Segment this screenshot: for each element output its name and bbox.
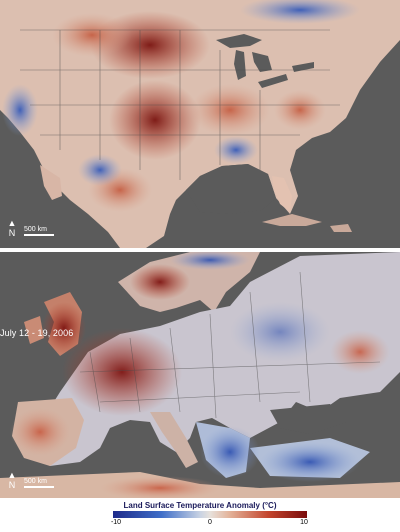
cold-anomaly-pacific-coast (2, 84, 38, 136)
north-america-map (0, 0, 400, 248)
map-panel-north-america: ▲ N 500 km (0, 0, 400, 248)
europe-map (0, 252, 400, 498)
cuba (262, 214, 322, 226)
baja-california (40, 165, 62, 200)
north-arrow: ▲ N (5, 218, 19, 238)
heat-anomaly-southern-plains (109, 80, 201, 160)
land-italy (150, 412, 198, 468)
legend-color-bar (113, 511, 307, 518)
hispaniola (330, 224, 352, 232)
cold-anomaly-sonora (78, 154, 122, 186)
lake-huron (252, 52, 272, 72)
scale-label: 500 km (24, 478, 47, 485)
cold-anomaly-eastern-europe (230, 302, 330, 362)
lake-erie (258, 74, 288, 88)
north-label: N (8, 228, 16, 238)
map-panel-europe: ▲ N 500 km (0, 252, 400, 498)
black-sea (270, 404, 346, 434)
heat-anomaly-britain (42, 302, 86, 354)
scale-bar: 500 km (24, 478, 54, 488)
land-ireland (24, 316, 44, 344)
north-label: N (8, 480, 16, 490)
heat-anomaly-northwest (52, 13, 132, 57)
cold-anomaly-canada (240, 0, 360, 24)
scale-bar-line (24, 486, 54, 488)
country-borders (79, 271, 381, 419)
heat-anomaly-north-africa (100, 476, 220, 498)
color-legend: Land Surface Temperature Anomaly (°C) -1… (0, 498, 400, 532)
heat-anomaly-scandinavia (130, 264, 190, 300)
cold-anomaly-balkans (200, 426, 260, 478)
florida (272, 176, 292, 212)
scale-bar: 500 km (24, 226, 54, 236)
lake-ontario (292, 62, 314, 72)
lake-michigan (234, 50, 246, 80)
north-arrow-icon: ▲ (7, 218, 17, 228)
north-arrow: ▲ N (5, 470, 19, 490)
cold-anomaly-arctic (170, 252, 250, 270)
heat-anomaly-russia (330, 330, 390, 374)
cold-anomaly-southeast (214, 136, 258, 164)
legend-tick-min: -10 (110, 519, 122, 526)
gulf-of-mexico (186, 164, 276, 214)
legend-title: Land Surface Temperature Anomaly (°C) (123, 501, 277, 510)
heat-anomaly-atlantic-coast (274, 90, 326, 130)
date-range-label: July 12 - 19, 2006 (0, 328, 74, 338)
legend-tick-zero: 0 (208, 519, 212, 526)
state-borders (20, 29, 340, 180)
heat-anomaly-france-germany (62, 328, 182, 416)
heat-anomaly-iberia (10, 408, 70, 456)
scale-label: 500 km (24, 226, 47, 233)
heat-anomaly-east (190, 84, 270, 136)
legend-tick-max: 10 (300, 519, 308, 526)
scale-bar-line (24, 234, 54, 236)
cold-anomaly-anatolia (260, 442, 360, 482)
panel-divider (0, 248, 400, 252)
north-arrow-icon: ▲ (7, 470, 17, 480)
lake-superior (216, 34, 262, 48)
